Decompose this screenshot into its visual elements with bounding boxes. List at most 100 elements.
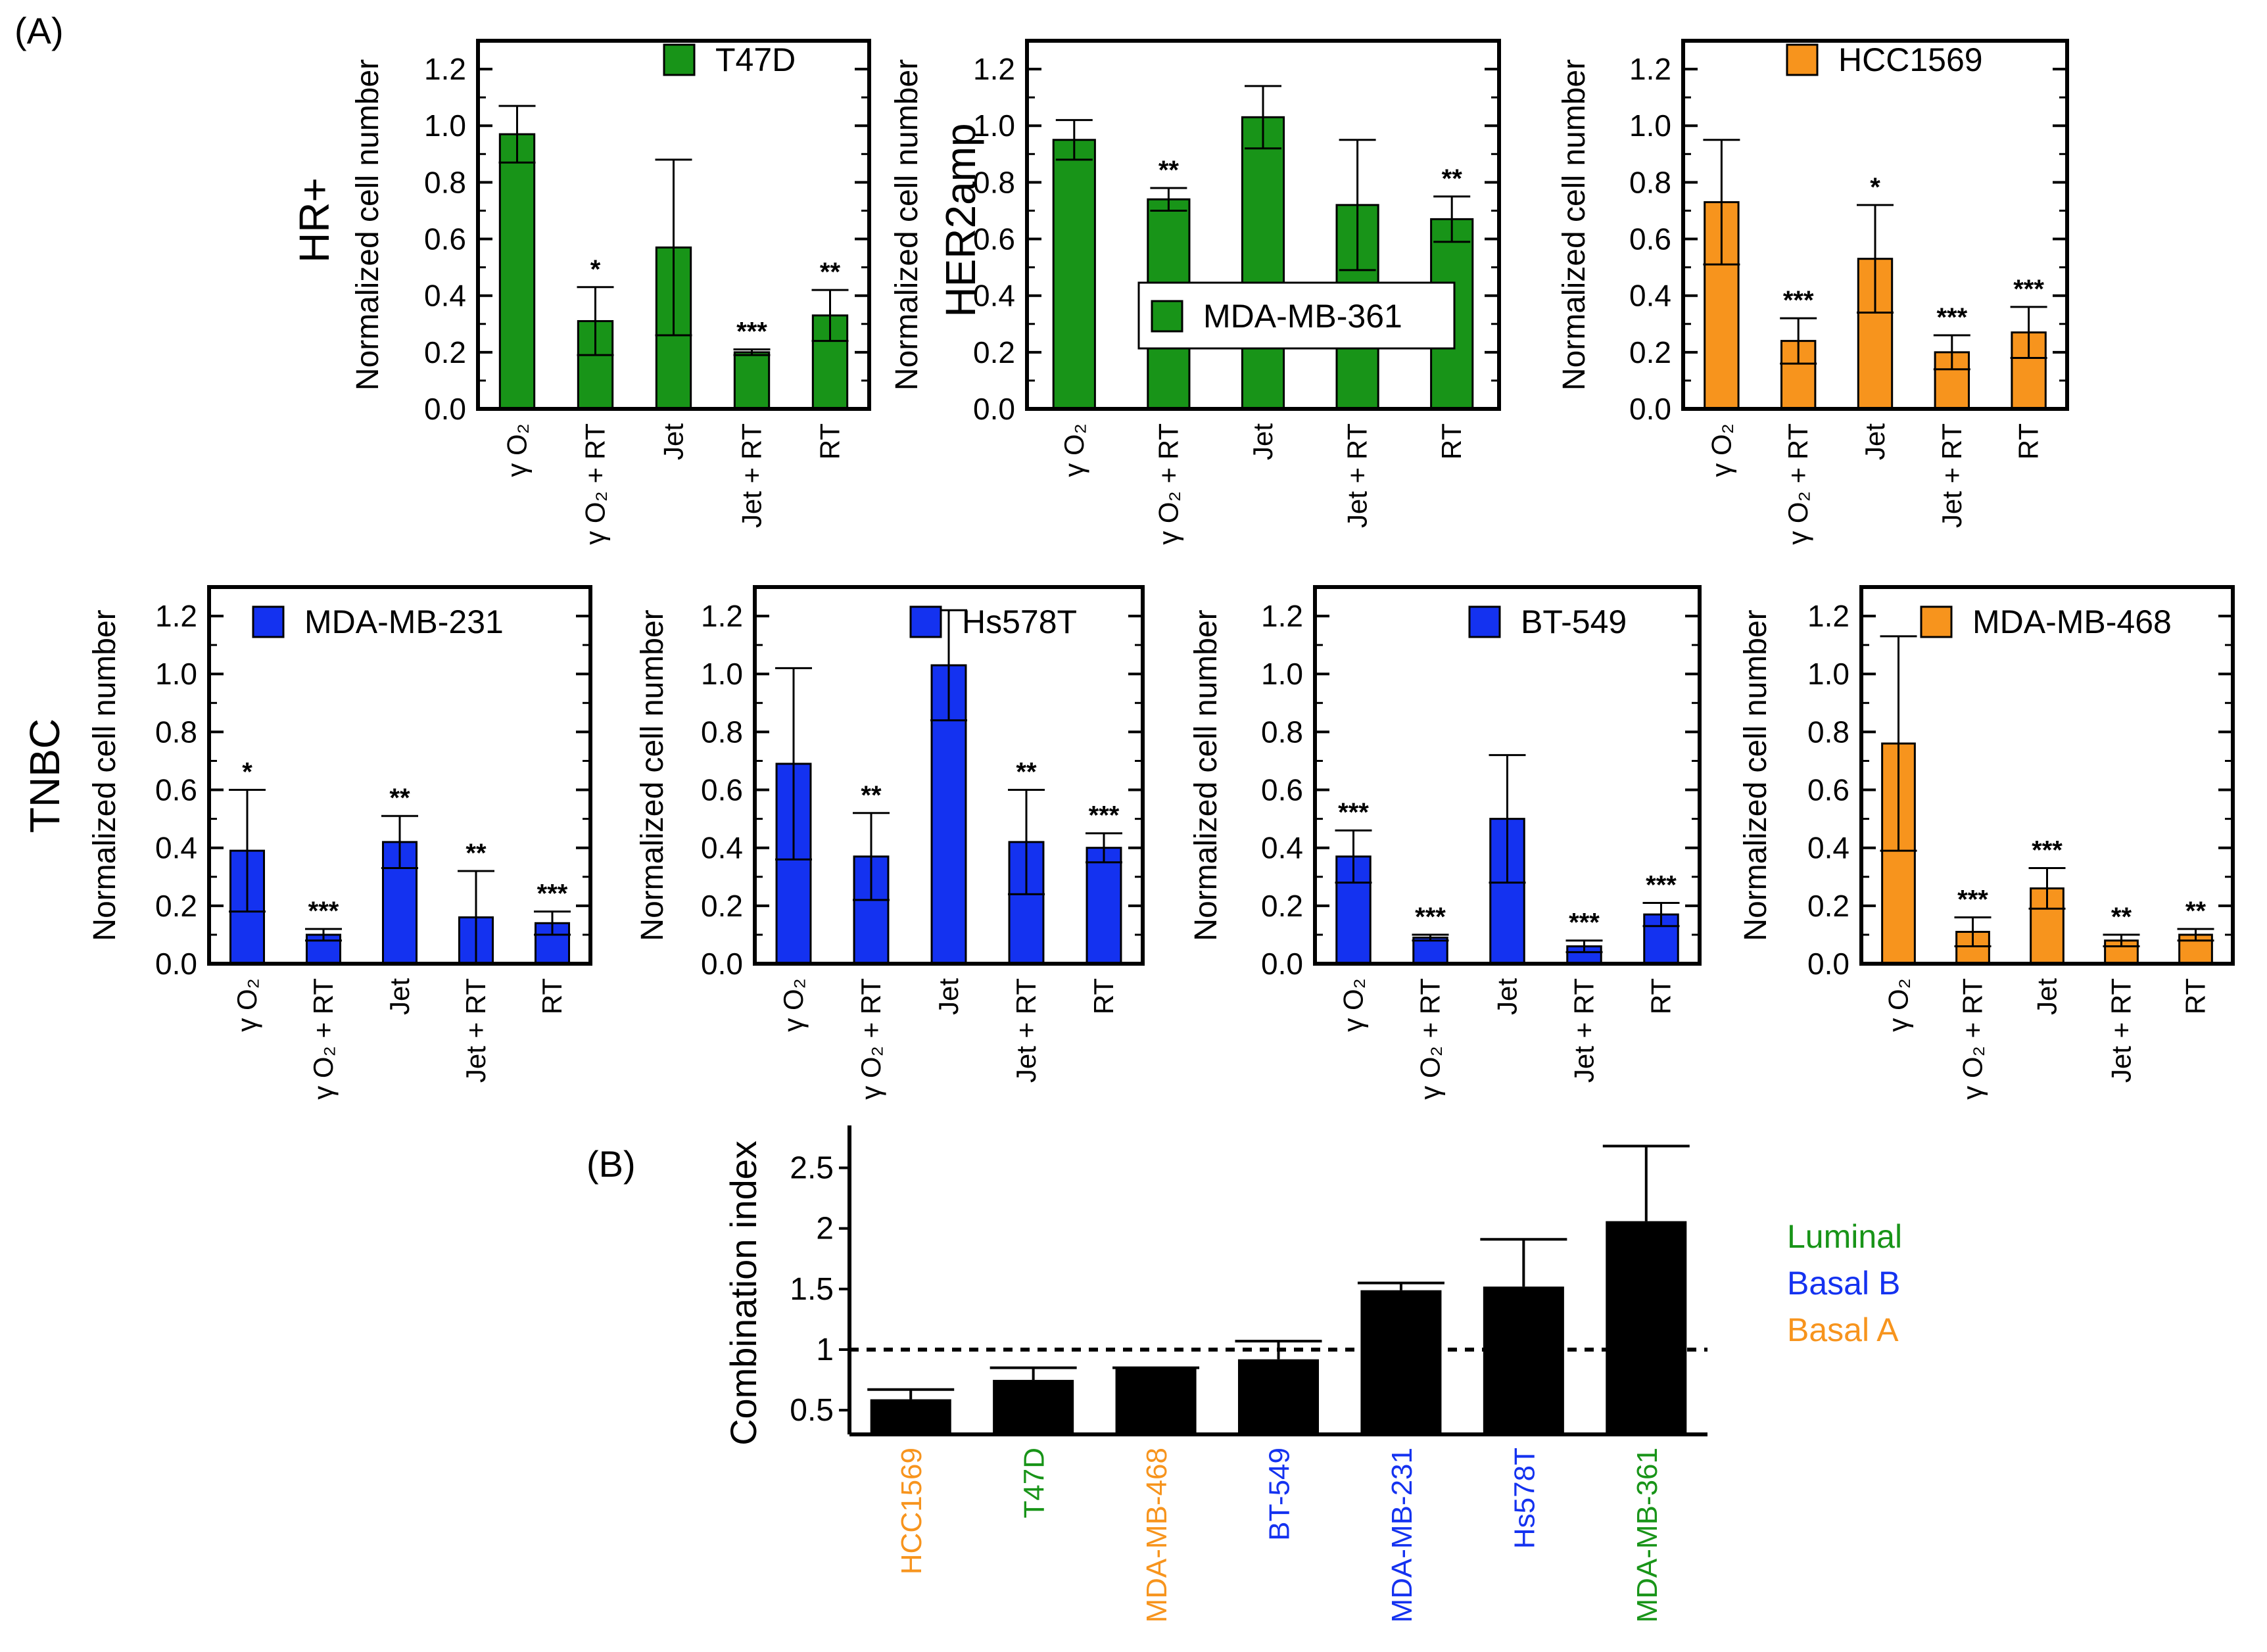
significance-label: *** [1957,885,1988,914]
category-label: γ O₂ [1338,978,1369,1032]
category-label: RT [815,423,846,460]
row-label-tnbc: TNBC [21,719,68,833]
significance-label: ** [2185,897,2207,926]
significance-label: * [1870,173,1880,202]
y-tick-label: 0.4 [1807,831,1849,865]
y-tick-label: 0.5 [790,1393,834,1428]
bar [993,1380,1074,1434]
legend-box [1137,281,1456,350]
bar [1052,139,1096,410]
significance-label: ** [465,839,487,868]
category-label: Jet + RT [1342,423,1373,528]
category-label: Jet + RT [1011,978,1041,1083]
bar [733,351,771,410]
y-tick-label: 0.8 [424,165,466,199]
legend-swatch [909,605,942,638]
y-tick-label: 1.0 [1261,657,1303,691]
significance-label: *** [1646,870,1677,899]
significance-label: ** [1442,164,1463,193]
legend-label: HCC1569 [1838,41,1983,78]
plot-frame [1681,39,2069,411]
y-axis-label: Normalized cell number [1189,609,1224,941]
plot-frame [753,585,1145,966]
legend-label: MDA-MB-361 [1203,298,1402,335]
significance-label: *** [1415,903,1446,932]
bar-chart-hcc1569: γ O₂ *** γ O₂ + RT * Jet *** Jet + RT *** RT 0.0 0… [1557,39,2069,545]
significance-label: *** [537,880,568,909]
category-label: γ O₂ [231,978,262,1032]
category-label: γ O₂ + RT [1782,423,1813,545]
legend-label: Hs578T [962,603,1077,640]
y-tick-label: 0.8 [701,715,743,749]
y-tick-label: 0.0 [701,947,743,981]
bar [870,1399,951,1434]
legend-swatch [1786,43,1819,76]
y-tick-label: 2.5 [790,1151,834,1186]
y-tick-label: 0.4 [1261,831,1303,865]
y-tick-label: 1.2 [1807,599,1849,633]
y-tick-label: 0.2 [1807,889,1849,923]
bar-chart-bt-549: *** γ O₂ *** γ O₂ + RT Jet *** Jet + RT *** RT 0.… [1189,585,1702,1100]
category-label: Jet [2032,978,2063,1015]
y-axis-label: Normalized cell number [635,609,670,941]
y-tick-label: 1.2 [424,52,466,86]
bar [1241,116,1285,410]
y-tick-label: 0.4 [424,279,466,313]
y-tick-label: 1.0 [1629,108,1671,143]
y-tick-label: 0.0 [1629,392,1671,426]
y-axis-label: Normalized cell number [1557,59,1592,390]
y-tick-label: 2 [816,1212,834,1246]
significance-label: ** [389,784,410,813]
y-tick-label: 1.0 [424,108,466,143]
y-tick-label: 1.2 [1629,52,1671,86]
bar [1086,847,1122,965]
category-label: HCC1569 [895,1448,928,1574]
y-tick-label: 1.2 [701,599,743,633]
y-tick-label: 0.6 [1629,222,1671,256]
category-label: RT [1088,978,1119,1014]
significance-label: *** [308,897,339,926]
bar-chart-combination-index: HCC1569 T47D MDA-MB-468 BT-549 MDA-MB-231 Hs5… [723,1125,1707,1623]
significance-label: *** [1783,286,1814,315]
y-tick-label: 0.2 [973,335,1015,369]
y-tick-label: 1.2 [973,52,1015,86]
group-legend-basal-a: Basal A [1787,1311,1899,1348]
category-label: RT [1436,423,1467,460]
y-tick-label: 0.0 [155,947,197,981]
group-legend-luminal: Luminal [1787,1218,1903,1255]
group-legend-basal-b: Basal B [1787,1265,1901,1302]
y-tick-label: 1.0 [701,657,743,691]
plot-frame [476,39,871,411]
significance-label: ** [2111,903,2132,932]
panel-b-label: (B) [586,1143,636,1185]
bar [1780,340,1817,410]
category-label: γ O₂ + RT [308,978,339,1100]
significance-label: ** [861,781,882,810]
category-label: Hs578T [1508,1448,1540,1549]
panel-a-label: (A) [14,10,64,51]
category-label: Jet + RT [2106,978,2137,1083]
y-tick-label: 0.0 [973,392,1015,426]
category-label: γ O₂ + RT [855,978,886,1100]
bar-chart-mda-mb-361: γ O₂ ** γ O₂ + RT Jet Jet + RT ** RT 0.0 0.2 0.4 0… [890,39,1501,545]
y-tick-label: 1.0 [155,657,197,691]
plot-frame [207,585,592,966]
significance-label: *** [1089,801,1120,830]
y-tick-label: 0.8 [1261,715,1303,749]
significance-label: ** [1158,156,1180,185]
bar [498,133,536,410]
significance-label: *** [1569,909,1600,937]
category-label: γ O₂ + RT [1415,978,1446,1100]
category-label: RT [2180,978,2211,1014]
y-tick-label: 0.4 [155,831,197,865]
significance-label: ** [820,258,841,287]
category-label: T47D [1018,1448,1051,1519]
category-label: Jet + RT [736,423,767,528]
y-tick-label: 1.2 [1261,599,1303,633]
bar-chart-mda-mb-468: γ O₂ *** γ O₂ + RT *** Jet ** Jet + RT ** RT 0.0 0… [1738,585,2235,1100]
bar-chart-t47d: γ O₂ * γ O₂ + RT Jet *** Jet + RT ** RT 0.0 0.2 0.… [350,39,871,545]
category-label: Jet [1859,423,1890,460]
y-tick-label: 0.2 [424,335,466,369]
y-axis-label: Combination index [723,1141,764,1446]
y-tick-label: 0.6 [701,773,743,807]
